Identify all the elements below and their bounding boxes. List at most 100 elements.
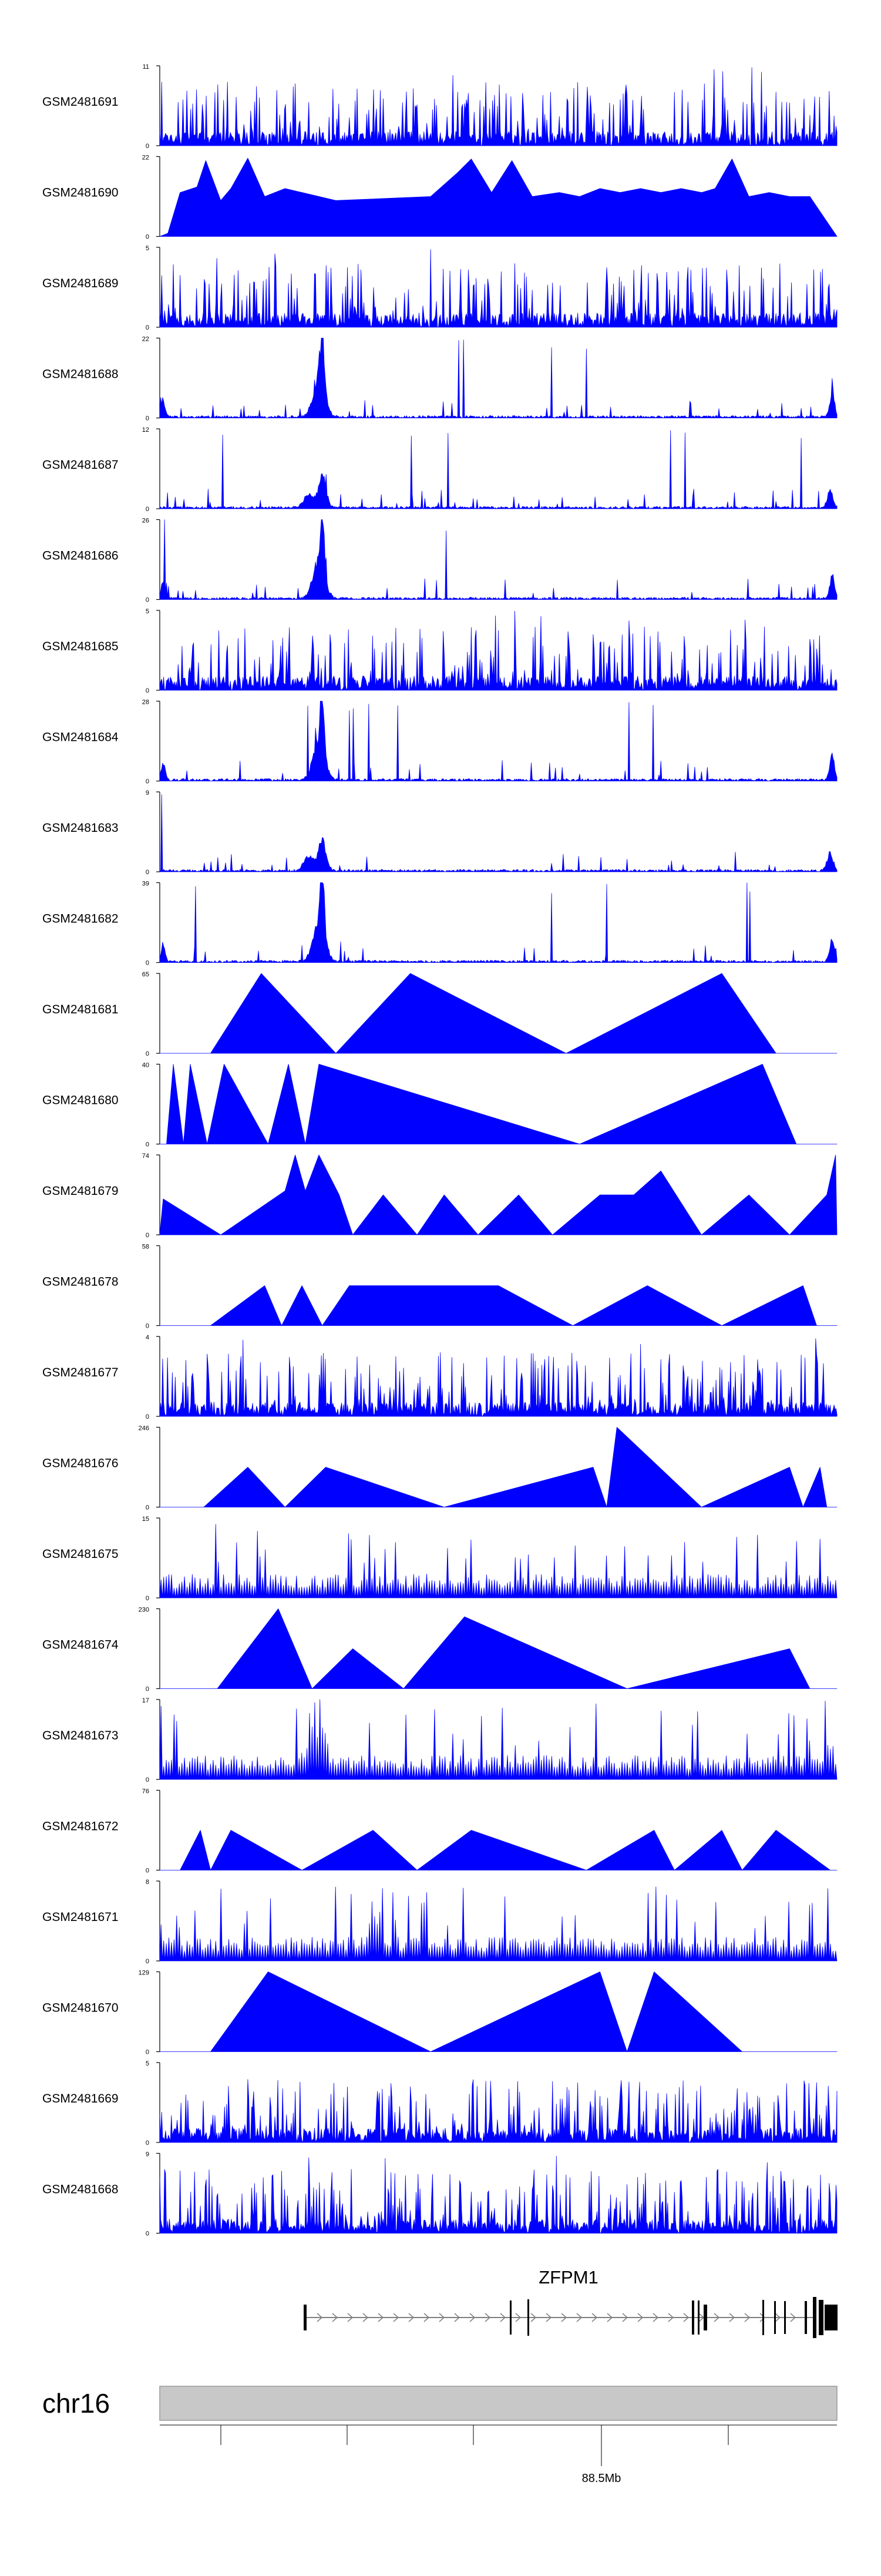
gene-name-label: ZFPM1 xyxy=(539,2267,598,2288)
y-tick-label-max: 9 xyxy=(146,790,149,797)
gene-exon xyxy=(304,2305,307,2330)
y-tick-label-min: 0 xyxy=(146,960,149,967)
track-label: GSM2481681 xyxy=(42,1003,119,1016)
strand-arrow xyxy=(561,2313,567,2322)
coverage-area xyxy=(159,1830,838,1870)
coverage-area xyxy=(159,249,838,328)
y-tick-label-min: 0 xyxy=(146,1323,149,1330)
coverage-area xyxy=(159,794,838,872)
y-tick-label-max: 246 xyxy=(139,1425,149,1432)
y-tick-label-min: 0 xyxy=(146,869,149,876)
strand-arrow xyxy=(714,2313,720,2322)
strand-arrow xyxy=(729,2313,735,2322)
y-tick-label-min: 0 xyxy=(146,1504,149,1512)
y-tick-label-max: 5 xyxy=(146,608,149,615)
strand-arrow xyxy=(622,2313,628,2322)
coverage-area xyxy=(159,157,838,237)
gene-exon xyxy=(813,2297,816,2338)
strand-arrow xyxy=(607,2313,613,2322)
strand-arrow xyxy=(790,2313,796,2322)
track-label: GSM2481674 xyxy=(42,1638,119,1652)
coverage-area xyxy=(159,1699,838,1780)
coverage-area xyxy=(159,973,838,1054)
strand-arrow xyxy=(469,2313,476,2322)
track-label: GSM2481689 xyxy=(42,277,119,290)
strand-arrow xyxy=(668,2313,674,2322)
gene-exon xyxy=(774,2301,776,2334)
strand-arrow xyxy=(347,2313,354,2322)
y-tick-label-min: 0 xyxy=(146,143,149,150)
y-tick-label-max: 12 xyxy=(142,426,149,434)
y-tick-label-max: 28 xyxy=(142,699,149,706)
track-label: GSM2481685 xyxy=(42,640,119,653)
y-tick-label-min: 0 xyxy=(146,2049,149,2056)
y-tick-label-max: 9 xyxy=(146,2151,149,2158)
track-label: GSM2481688 xyxy=(42,368,119,381)
y-tick-label-max: 4 xyxy=(146,1334,149,1341)
y-tick-label-min: 0 xyxy=(146,415,149,422)
track-label: GSM2481686 xyxy=(42,549,119,563)
coverage-area xyxy=(159,1972,838,2052)
y-tick-label-min: 0 xyxy=(146,1958,149,1965)
y-tick-label-min: 0 xyxy=(146,778,149,785)
y-tick-label-max: 26 xyxy=(142,518,149,525)
coverage-area xyxy=(159,519,838,600)
chromosome-label: chr16 xyxy=(42,2388,110,2419)
y-tick-label-max: 15 xyxy=(142,1516,149,1523)
chromosome-ideogram xyxy=(159,2386,838,2421)
track-label: GSM2481682 xyxy=(42,912,119,926)
strand-arrow xyxy=(683,2313,690,2322)
track-label: GSM2481687 xyxy=(42,458,119,472)
strand-arrow xyxy=(637,2313,644,2322)
gene-exon xyxy=(527,2299,529,2336)
track-label: GSM2481680 xyxy=(42,1094,119,1107)
gene-exon xyxy=(819,2300,823,2335)
track-label: GSM2481673 xyxy=(42,1729,119,1742)
y-tick-label-min: 0 xyxy=(146,1868,149,1875)
strand-arrow xyxy=(485,2313,491,2322)
track-label: GSM2481690 xyxy=(42,186,119,200)
track-label: GSM2481672 xyxy=(42,1820,119,1833)
y-tick-label-max: 230 xyxy=(139,1607,149,1614)
strand-arrow xyxy=(576,2313,583,2322)
strand-arrow xyxy=(591,2313,598,2322)
y-tick-label-min: 0 xyxy=(146,2140,149,2147)
y-tick-label-min: 0 xyxy=(146,2231,149,2238)
y-tick-label-min: 0 xyxy=(146,687,149,694)
coverage-area xyxy=(159,1154,838,1235)
track-label: GSM2481691 xyxy=(42,95,119,109)
y-tick-label-max: 11 xyxy=(143,63,149,70)
coverage-area xyxy=(159,1427,838,1507)
coverage-area xyxy=(159,1338,838,1417)
gene-exon xyxy=(698,2300,700,2335)
y-tick-label-min: 0 xyxy=(146,1413,149,1420)
gene-exon xyxy=(510,2300,512,2335)
y-tick-label-max: 76 xyxy=(142,1788,149,1795)
strand-arrow xyxy=(775,2313,781,2322)
y-tick-label-min: 0 xyxy=(146,1595,149,1602)
track-label: GSM2481670 xyxy=(42,2001,119,2015)
strand-arrow xyxy=(393,2313,399,2322)
gene-exon xyxy=(692,2300,694,2335)
y-tick-label-min: 0 xyxy=(146,506,149,513)
strand-arrow xyxy=(408,2313,415,2322)
coverage-area xyxy=(159,1524,838,1598)
coverage-area xyxy=(159,610,838,691)
y-tick-label-max: 58 xyxy=(142,1244,149,1251)
track-label: GSM2481668 xyxy=(42,2183,119,2197)
y-tick-label-min: 0 xyxy=(146,597,149,604)
strand-arrow xyxy=(744,2313,751,2322)
gene-exon xyxy=(704,2305,707,2330)
y-tick-label-max: 22 xyxy=(142,155,149,162)
y-tick-label-max: 65 xyxy=(142,971,149,978)
y-tick-label-max: 74 xyxy=(142,1153,149,1160)
gene-exon xyxy=(762,2300,764,2335)
strand-arrow xyxy=(332,2313,338,2322)
track-label: GSM2481669 xyxy=(42,2092,119,2105)
track-label: GSM2481684 xyxy=(42,731,119,744)
strand-arrow xyxy=(362,2313,369,2322)
y-tick-label-min: 0 xyxy=(146,1050,149,1057)
strand-arrow xyxy=(454,2313,460,2322)
y-tick-label-min: 0 xyxy=(146,324,149,331)
